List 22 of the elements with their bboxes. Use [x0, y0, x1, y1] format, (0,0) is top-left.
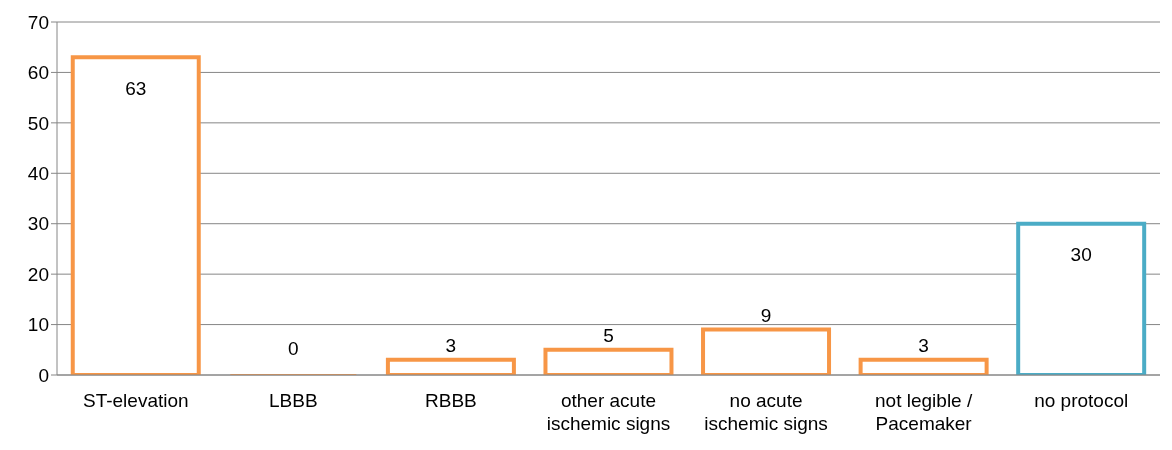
x-tick-label: not legible / Pacemaker — [875, 390, 973, 434]
x-tick-label: RBBB — [425, 390, 477, 411]
data-label: 3 — [918, 335, 929, 357]
data-label: 9 — [760, 305, 772, 327]
y-tick-label: 20 — [27, 263, 49, 285]
y-tick-label: 0 — [38, 364, 49, 386]
data-label: 30 — [1070, 244, 1092, 266]
x-tick-label: other acute ischemic signs — [546, 390, 671, 434]
y-tick-label: 70 — [27, 11, 49, 33]
y-tick-label: 50 — [27, 112, 49, 134]
y-tick-label: 60 — [27, 62, 49, 84]
y-tick-label: 10 — [27, 314, 49, 336]
data-label: 3 — [445, 335, 457, 357]
x-tick-label: LBBB — [269, 390, 318, 411]
data-label: 63 — [125, 77, 147, 99]
data-label: 5 — [603, 325, 614, 347]
y-tick-label: 40 — [27, 163, 49, 185]
x-tick-label: no acute ischemic signs — [704, 390, 828, 434]
y-tick-label: 30 — [27, 213, 49, 235]
x-tick-label: ST-elevation — [82, 390, 189, 411]
x-tick-label: no protocol — [1034, 390, 1129, 411]
data-label: 0 — [288, 337, 299, 359]
